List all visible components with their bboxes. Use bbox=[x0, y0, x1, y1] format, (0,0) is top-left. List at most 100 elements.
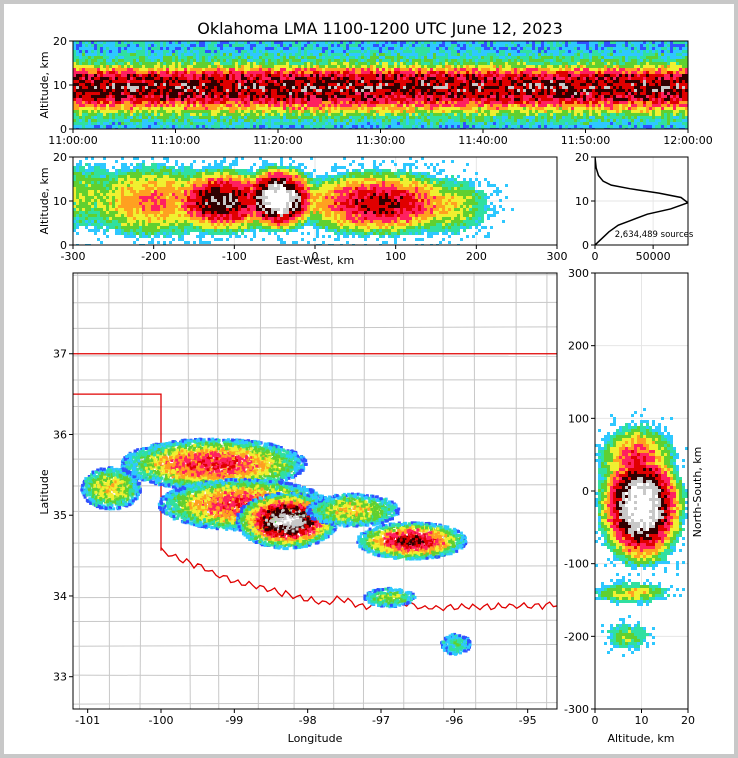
time-altitude-cell bbox=[508, 83, 511, 86]
time-altitude-cell bbox=[310, 71, 313, 74]
time-altitude-cell bbox=[139, 65, 142, 68]
time-altitude-cell bbox=[124, 113, 127, 116]
time-altitude-cell bbox=[478, 68, 481, 71]
time-altitude-cell bbox=[127, 53, 130, 56]
time-altitude-cell bbox=[379, 59, 382, 62]
time-altitude-cell bbox=[241, 95, 244, 98]
time-altitude-cell bbox=[403, 98, 406, 101]
time-altitude-cell bbox=[286, 125, 289, 128]
time-altitude-cell bbox=[202, 83, 205, 86]
time-altitude-cell bbox=[397, 77, 400, 80]
time-altitude-cell bbox=[460, 110, 463, 113]
time-altitude-cell bbox=[334, 62, 337, 65]
time-altitude-cell bbox=[568, 116, 571, 119]
time-altitude-cell bbox=[322, 92, 325, 95]
time-altitude-cell bbox=[295, 98, 298, 101]
time-altitude-cell bbox=[91, 86, 94, 89]
time-altitude-cell bbox=[142, 71, 145, 74]
time-altitude-cell bbox=[118, 74, 121, 77]
time-altitude-cell bbox=[328, 98, 331, 101]
time-altitude-cell bbox=[328, 68, 331, 71]
time-altitude-cell bbox=[394, 110, 397, 113]
time-altitude-cell bbox=[208, 101, 211, 104]
time-altitude-cell bbox=[529, 59, 532, 62]
time-altitude-cell bbox=[319, 125, 322, 128]
time-altitude-cell bbox=[451, 104, 454, 107]
time-altitude-cell bbox=[529, 92, 532, 95]
time-altitude-cell bbox=[478, 56, 481, 59]
time-altitude-cell bbox=[511, 113, 514, 116]
time-altitude-cell bbox=[478, 107, 481, 110]
time-altitude-cell bbox=[118, 107, 121, 110]
time-altitude-cell bbox=[115, 122, 118, 125]
time-altitude-cell bbox=[142, 44, 145, 47]
time-altitude-cell bbox=[421, 89, 424, 92]
time-altitude-cell bbox=[115, 107, 118, 110]
time-altitude-cell bbox=[307, 101, 310, 104]
time-altitude-cell bbox=[433, 86, 436, 89]
time-altitude-cell bbox=[199, 59, 202, 62]
time-altitude-cell bbox=[301, 77, 304, 80]
time-altitude-cell bbox=[82, 107, 85, 110]
time-altitude-cell bbox=[472, 119, 475, 122]
time-altitude-cell bbox=[298, 65, 301, 68]
time-altitude-cell bbox=[358, 92, 361, 95]
time-altitude-cell bbox=[301, 104, 304, 107]
time-altitude-cell bbox=[193, 116, 196, 119]
time-altitude-cell bbox=[262, 62, 265, 65]
time-altitude-cell bbox=[346, 44, 349, 47]
time-altitude-cell bbox=[286, 56, 289, 59]
time-altitude-cell bbox=[430, 74, 433, 77]
time-altitude-cell bbox=[439, 59, 442, 62]
time-altitude-cell bbox=[367, 122, 370, 125]
time-altitude-cell bbox=[475, 95, 478, 98]
time-altitude-cell bbox=[193, 62, 196, 65]
time-altitude-cell bbox=[307, 62, 310, 65]
time-altitude-cell bbox=[310, 125, 313, 128]
time-altitude-cell bbox=[265, 41, 268, 44]
time-altitude-cell bbox=[454, 86, 457, 89]
time-altitude-cell bbox=[238, 47, 241, 50]
time-altitude-cell bbox=[166, 53, 169, 56]
time-altitude-cell bbox=[112, 71, 115, 74]
time-altitude-cell bbox=[151, 98, 154, 101]
time-altitude-cell bbox=[442, 125, 445, 128]
time-altitude-cell bbox=[229, 104, 232, 107]
time-altitude-cell bbox=[172, 47, 175, 50]
time-altitude-cell bbox=[184, 59, 187, 62]
time-altitude-cell bbox=[283, 110, 286, 113]
time-altitude-cell bbox=[286, 47, 289, 50]
time-altitude-cell bbox=[487, 107, 490, 110]
time-altitude-cell bbox=[106, 89, 109, 92]
time-altitude-cell bbox=[430, 50, 433, 53]
time-altitude-cell bbox=[370, 125, 373, 128]
time-altitude-cell bbox=[223, 98, 226, 101]
time-altitude-cell bbox=[481, 77, 484, 80]
time-altitude-cell bbox=[79, 44, 82, 47]
time-altitude-cell bbox=[187, 59, 190, 62]
time-altitude-cell bbox=[442, 83, 445, 86]
time-altitude-cell bbox=[442, 74, 445, 77]
time-altitude-cell bbox=[187, 74, 190, 77]
time-altitude-cell bbox=[280, 125, 283, 128]
time-altitude-cell bbox=[94, 98, 97, 101]
time-altitude-cell bbox=[205, 95, 208, 98]
time-altitude-cell bbox=[421, 80, 424, 83]
time-altitude-cell bbox=[115, 68, 118, 71]
time-altitude-cell bbox=[100, 86, 103, 89]
time-altitude-cell bbox=[511, 41, 514, 44]
time-altitude-cell bbox=[100, 41, 103, 44]
time-altitude-cell bbox=[559, 104, 562, 107]
time-altitude-cell bbox=[322, 50, 325, 53]
time-altitude-cell bbox=[346, 110, 349, 113]
time-altitude-cell bbox=[376, 122, 379, 125]
time-altitude-cell bbox=[529, 101, 532, 104]
time-altitude-cell bbox=[499, 74, 502, 77]
time-altitude-cell bbox=[130, 50, 133, 53]
time-altitude-cell bbox=[400, 80, 403, 83]
time-altitude-cell bbox=[244, 56, 247, 59]
time-altitude-cell bbox=[307, 89, 310, 92]
time-altitude-cell bbox=[325, 53, 328, 56]
time-altitude-cell bbox=[280, 47, 283, 50]
time-altitude-cell bbox=[181, 56, 184, 59]
